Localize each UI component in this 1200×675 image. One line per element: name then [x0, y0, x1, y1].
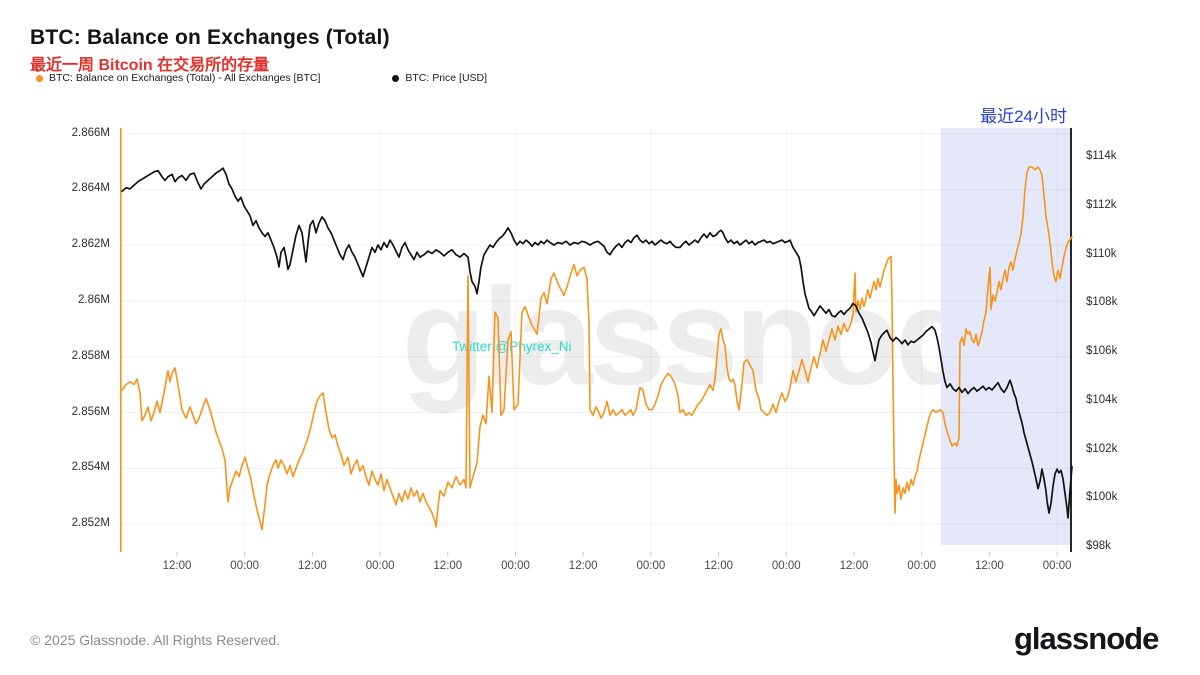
y-axis-label-left: 2.864M [71, 182, 110, 195]
chart-plot-area [120, 128, 1073, 557]
y-axis-label-right: $98k [1086, 540, 1111, 553]
x-axis-label: 00:00 [771, 560, 801, 572]
y-axis-label-right: $112k [1086, 198, 1117, 211]
x-axis-label: 12:00 [975, 560, 1004, 572]
y-axis-label-left: 2.852M [71, 517, 110, 530]
legend-item-price: BTC: Price [USD] [392, 72, 487, 84]
y-axis-label-left: 2.856M [71, 405, 110, 418]
x-axis-label: 12:00 [704, 560, 733, 572]
y-axis-label-right: $106k [1086, 345, 1118, 358]
orange-dot-icon [36, 74, 43, 82]
page-title: BTC: Balance on Exchanges (Total) [30, 26, 390, 49]
x-axis-label: 00:00 [501, 560, 530, 572]
x-axis-label: 12:00 [298, 560, 327, 572]
balance-series-line [121, 166, 1073, 531]
y-axis-label-right: $104k [1086, 393, 1118, 406]
x-axis-label: 00:00 [907, 560, 937, 572]
glassnode-logo: glassnode [1014, 621, 1159, 656]
y-axis-label-left: 2.866M [71, 126, 110, 139]
x-axis-label: 12:00 [568, 560, 598, 572]
legend: BTC: Balance on Exchanges (Total) - All … [36, 72, 487, 84]
y-axis-label-left: 2.858M [71, 349, 110, 362]
copyright-text: © 2025 Glassnode. All Rights Reserved. [30, 632, 281, 648]
highlight-region-last-24h [941, 128, 1072, 545]
y-axis-label-left: 2.862M [71, 238, 110, 251]
y-axis-label-right: $114k [1086, 150, 1117, 163]
x-axis-label: 12:00 [839, 560, 869, 572]
last-24h-label: 最近24小时 [980, 107, 1067, 126]
y-axis-label-right: $102k [1086, 442, 1118, 455]
x-axis-label: 12:00 [162, 560, 192, 572]
y-axis-label-right: $100k [1086, 491, 1118, 504]
chart-subtitle-cn: 最近一周 Bitcoin 在交易所的存量 [30, 57, 270, 74]
x-axis-label: 00:00 [230, 560, 260, 572]
x-axis-label: 00:00 [636, 560, 666, 572]
black-dot-icon [392, 74, 400, 82]
y-axis-label-right: $108k [1086, 296, 1118, 309]
x-axis-label: 00:00 [1042, 560, 1072, 572]
legend-label-balance: BTC: Balance on Exchanges (Total) - All … [49, 72, 321, 84]
y-axis-label-left: 2.854M [71, 461, 110, 474]
legend-label-price: BTC: Price [USD] [405, 72, 488, 84]
legend-item-balance: BTC: Balance on Exchanges (Total) - All … [36, 72, 320, 84]
y-axis-label-left: 2.86M [78, 293, 110, 306]
y-axis-label-right: $110k [1086, 247, 1117, 260]
x-axis-label: 12:00 [433, 560, 463, 572]
price-series-line [121, 167, 1073, 519]
x-axis-label: 00:00 [365, 560, 395, 572]
